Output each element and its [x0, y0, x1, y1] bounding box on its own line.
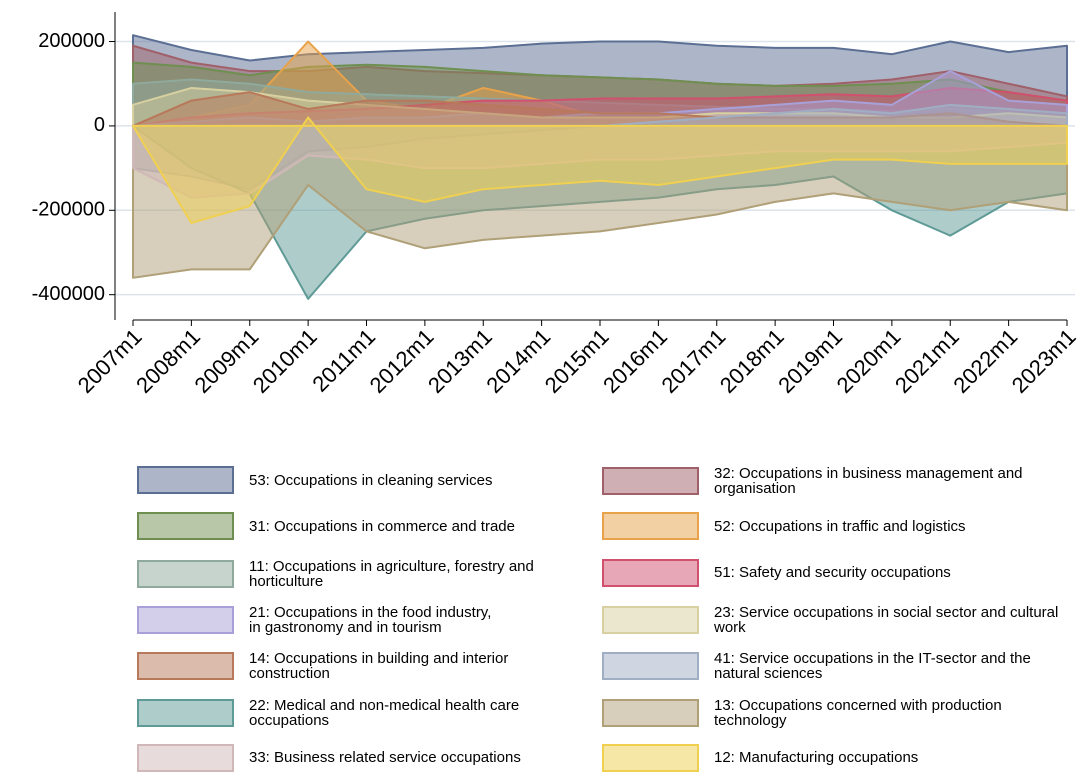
- legend-label: 13: Occupations concerned with productio…: [714, 696, 1002, 729]
- x-tick-label: 2015m1: [540, 324, 614, 398]
- legend-label: 32: Occupations in business management a…: [714, 465, 1023, 497]
- legend-swatch: [602, 743, 699, 772]
- x-tick-label: 2016m1: [598, 324, 672, 398]
- legend-label: 52: Occupations in traffic and logistics: [714, 517, 966, 535]
- legend-item: 33: Business related service occupations: [137, 743, 584, 772]
- legend-label: 14: Occupations in building and interior…: [249, 650, 509, 683]
- legend-swatch: [602, 605, 699, 634]
- legend-item: 32: Occupations in business management a…: [602, 466, 1074, 496]
- legend-label: 12: Manufacturing occupations: [714, 749, 919, 767]
- x-tick-label: 2010m1: [248, 324, 322, 398]
- legend-item: 11: Occupations in agriculture, forestry…: [137, 559, 584, 589]
- x-tick-label: 2020m1: [832, 324, 906, 398]
- x-tick-label: 2017m1: [656, 324, 730, 398]
- x-tick-label: 2018m1: [715, 324, 789, 398]
- legend-item: 53: Occupations in cleaning services: [137, 466, 584, 494]
- y-tick-label: 200000: [38, 30, 105, 52]
- x-tick-label: 2014m1: [481, 324, 555, 398]
- y-tick-label: -200000: [32, 199, 105, 221]
- legend-item: 52: Occupations in traffic and logistics: [602, 512, 1074, 541]
- legend-item: 21: Occupations in the food industry, in…: [137, 605, 584, 635]
- x-tick-label: 2019m1: [773, 324, 847, 398]
- x-tick-label: 2013m1: [423, 324, 497, 398]
- x-tick-label: 2007m1: [73, 324, 147, 398]
- legend-label: 21: Occupations in the food industry, in…: [249, 603, 492, 636]
- legend-swatch: [137, 605, 234, 634]
- legend-label: 51: Safety and security occupations: [714, 564, 951, 582]
- legend-item: 23: Service occupations in social sector…: [602, 605, 1074, 635]
- legend-item: 51: Safety and security occupations: [602, 558, 1074, 587]
- legend-item: 22: Medical and non-medical health care …: [137, 698, 584, 728]
- legend-swatch: [137, 466, 234, 494]
- legend-label: 22: Medical and non-medical health care …: [249, 696, 520, 729]
- legend-label: 11: Occupations in agriculture, forestry…: [249, 557, 534, 590]
- legend-swatch: [137, 652, 234, 681]
- legend-swatch: [602, 558, 699, 587]
- legend-item: 31: Occupations in commerce and trade: [137, 512, 584, 541]
- legend-label: 33: Business related service occupations: [249, 749, 521, 767]
- x-tick-label: 2009m1: [189, 324, 263, 398]
- legend-swatch: [137, 698, 234, 727]
- x-tick-label: 2022m1: [948, 324, 1022, 398]
- x-tick-label: 2008m1: [131, 324, 205, 398]
- y-tick-label: -400000: [32, 283, 105, 305]
- legend-label: 53: Occupations in cleaning services: [249, 471, 493, 489]
- legend-item: 13: Occupations concerned with productio…: [602, 698, 1074, 728]
- x-tick-label: 2023m1: [1007, 324, 1081, 398]
- legend-swatch: [602, 652, 699, 681]
- legend-swatch: [602, 698, 699, 727]
- legend-swatch: [602, 467, 699, 495]
- legend-swatch: [602, 512, 699, 541]
- legend-swatch: [137, 512, 234, 541]
- x-tick-label: 2012m1: [365, 324, 439, 398]
- legend-swatch: [137, 743, 234, 772]
- y-tick-label: 0: [94, 114, 105, 136]
- legend-label: 31: Occupations in commerce and trade: [249, 517, 515, 535]
- legend-item: 41: Service occupations in the IT-sector…: [602, 651, 1074, 681]
- x-tick-label: 2021m1: [890, 324, 964, 398]
- legend-item: 12: Manufacturing occupations: [602, 743, 1074, 772]
- legend-label: 23: Service occupations in social sector…: [714, 603, 1059, 636]
- legend-label: 41: Service occupations in the IT-sector…: [714, 650, 1031, 683]
- legend-item: 14: Occupations in building and interior…: [137, 651, 584, 681]
- area: [132, 116, 1068, 224]
- legend-swatch: [137, 559, 234, 588]
